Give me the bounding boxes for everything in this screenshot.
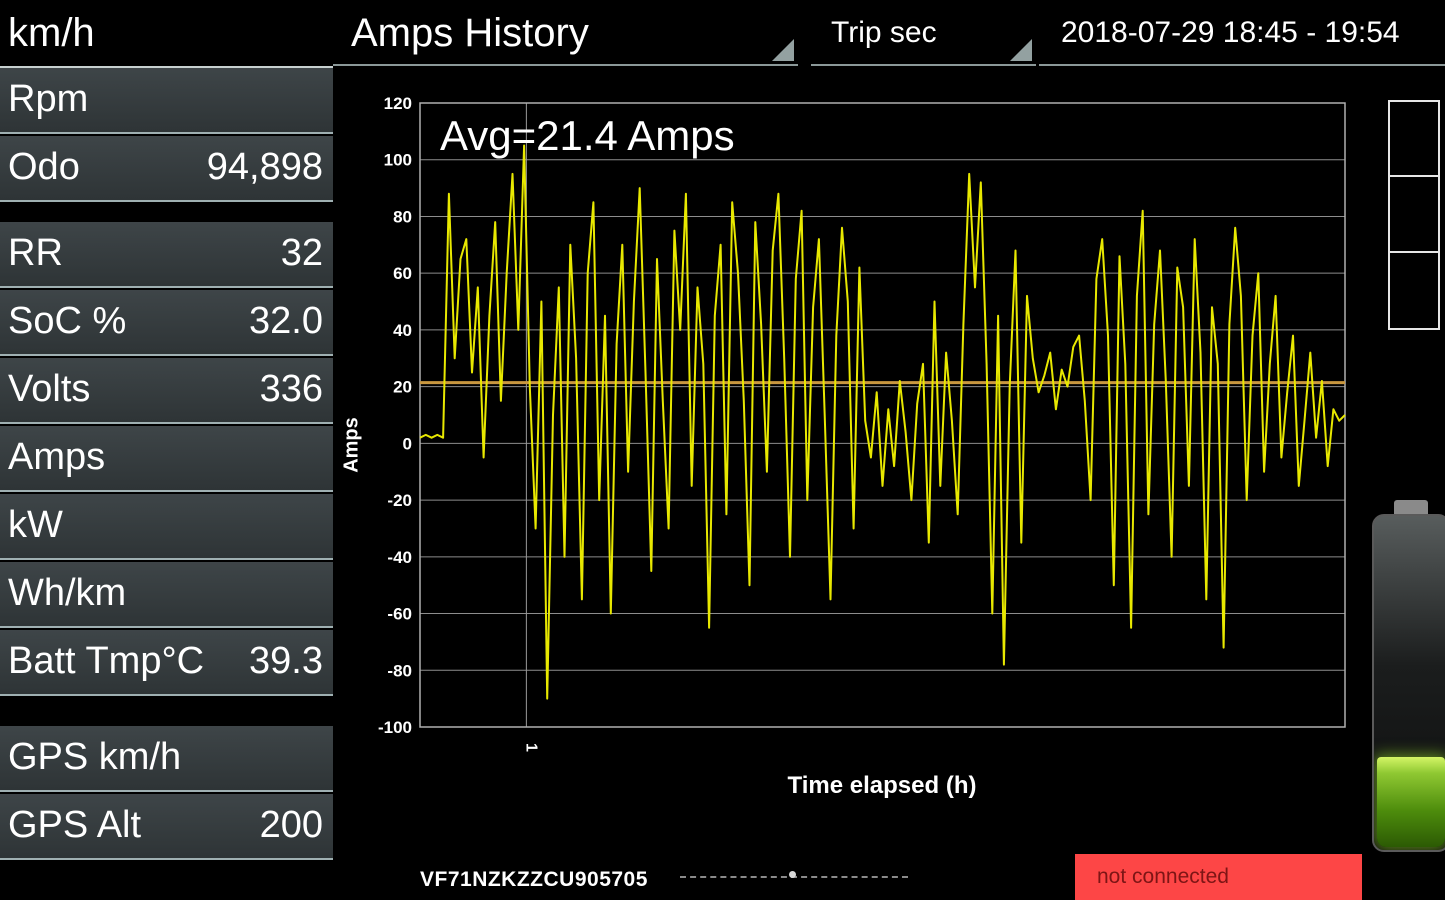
divider-dot: [789, 871, 796, 878]
metric-value: 32.0: [249, 300, 323, 342]
trip-selector-spinner[interactable]: Trip sec: [811, 0, 1036, 66]
metric-label: Volts: [8, 368, 91, 410]
y-axis-label: Amps: [340, 417, 363, 473]
metric-value: 32: [280, 232, 323, 274]
sidebar-row-rpm[interactable]: Rpm: [0, 68, 333, 134]
svg-text:40: 40: [393, 321, 412, 340]
battery-charge-level: [1377, 756, 1445, 847]
metric-label: Amps: [8, 436, 106, 478]
sidebar: km/h Rpm Odo 94,898 RR 32 SoC % 32.0 Vol…: [0, 0, 333, 900]
battery-icon: [1372, 500, 1445, 852]
battery-body: [1372, 514, 1445, 852]
avg-annotation: Avg=21.4 Amps: [440, 112, 735, 159]
metric-value: 94,898: [206, 146, 323, 188]
svg-text:100: 100: [384, 151, 412, 170]
sidebar-row-kw[interactable]: kW: [0, 494, 333, 560]
vin-label: VF71NZKZZCU905705: [420, 868, 648, 891]
chevron-down-icon: [772, 39, 794, 61]
top-bar: Amps History Trip sec 2018-07-29 18:45 -…: [333, 0, 1445, 68]
date-range-spinner[interactable]: 2018-07-29 18:45 - 19:54: [1039, 0, 1445, 66]
metric-label: Batt Tmp°C: [8, 640, 205, 682]
segment-gauge: [1388, 100, 1440, 330]
x-axis-label: Time elapsed (h): [787, 772, 977, 799]
svg-text:60: 60: [393, 264, 412, 283]
metric-label: RR: [8, 232, 63, 274]
metric-label: Wh/km: [8, 572, 127, 614]
sidebar-row-whkm[interactable]: Wh/km: [0, 562, 333, 628]
metric-label: SoC %: [8, 300, 127, 342]
chevron-down-icon: [1010, 39, 1032, 61]
amps-history-chart: 120 100 80 60 40 20 0 -20 -40 -60 -80 -100 1: [378, 95, 1346, 752]
sidebar-row-batt-tmp[interactable]: Batt Tmp°C 39.3: [0, 630, 333, 696]
trip-selector-label: Trip sec: [831, 16, 937, 49]
page-title: Amps History: [351, 11, 589, 55]
metric-label: kW: [8, 504, 63, 546]
sidebar-row-gps-kmh[interactable]: GPS km/h: [0, 726, 333, 792]
svg-text:-60: -60: [387, 605, 412, 624]
svg-text:80: 80: [393, 207, 412, 226]
speed-unit-label: km/h: [8, 11, 95, 55]
metric-value: 39.3: [249, 640, 323, 682]
svg-text:20: 20: [393, 378, 412, 397]
sidebar-row-soc[interactable]: SoC % 32.0: [0, 290, 333, 356]
connection-status-badge: not connected: [1075, 854, 1362, 900]
sidebar-row-gps-alt[interactable]: GPS Alt 200: [0, 794, 333, 860]
sidebar-row-amps[interactable]: Amps: [0, 426, 333, 492]
svg-text:0: 0: [403, 434, 412, 453]
gauge-segment: [1390, 102, 1438, 178]
svg-text:-20: -20: [387, 491, 412, 510]
svg-text:120: 120: [384, 95, 412, 113]
svg-text:-40: -40: [387, 548, 412, 567]
battery-terminal: [1394, 500, 1428, 514]
metric-label: Odo: [8, 146, 80, 188]
metric-value: 200: [259, 804, 323, 846]
sidebar-header-kmh[interactable]: km/h: [0, 0, 333, 68]
metric-value: 336: [259, 368, 323, 410]
gauge-segment: [1390, 253, 1438, 328]
svg-text:-80: -80: [387, 661, 412, 680]
gauge-segment: [1390, 177, 1438, 253]
sidebar-row-rr[interactable]: RR 32: [0, 222, 333, 288]
sidebar-row-odo[interactable]: Odo 94,898: [0, 136, 333, 202]
svg-text:-100: -100: [378, 718, 412, 737]
date-range-label: 2018-07-29 18:45 - 19:54: [1061, 16, 1400, 49]
graph-type-spinner[interactable]: Amps History: [333, 0, 798, 66]
metric-label: Rpm: [8, 78, 89, 120]
sidebar-row-volts[interactable]: Volts 336: [0, 358, 333, 424]
svg-text:1: 1: [522, 743, 539, 752]
metric-label: GPS km/h: [8, 736, 182, 778]
metric-label: GPS Alt: [8, 804, 142, 846]
